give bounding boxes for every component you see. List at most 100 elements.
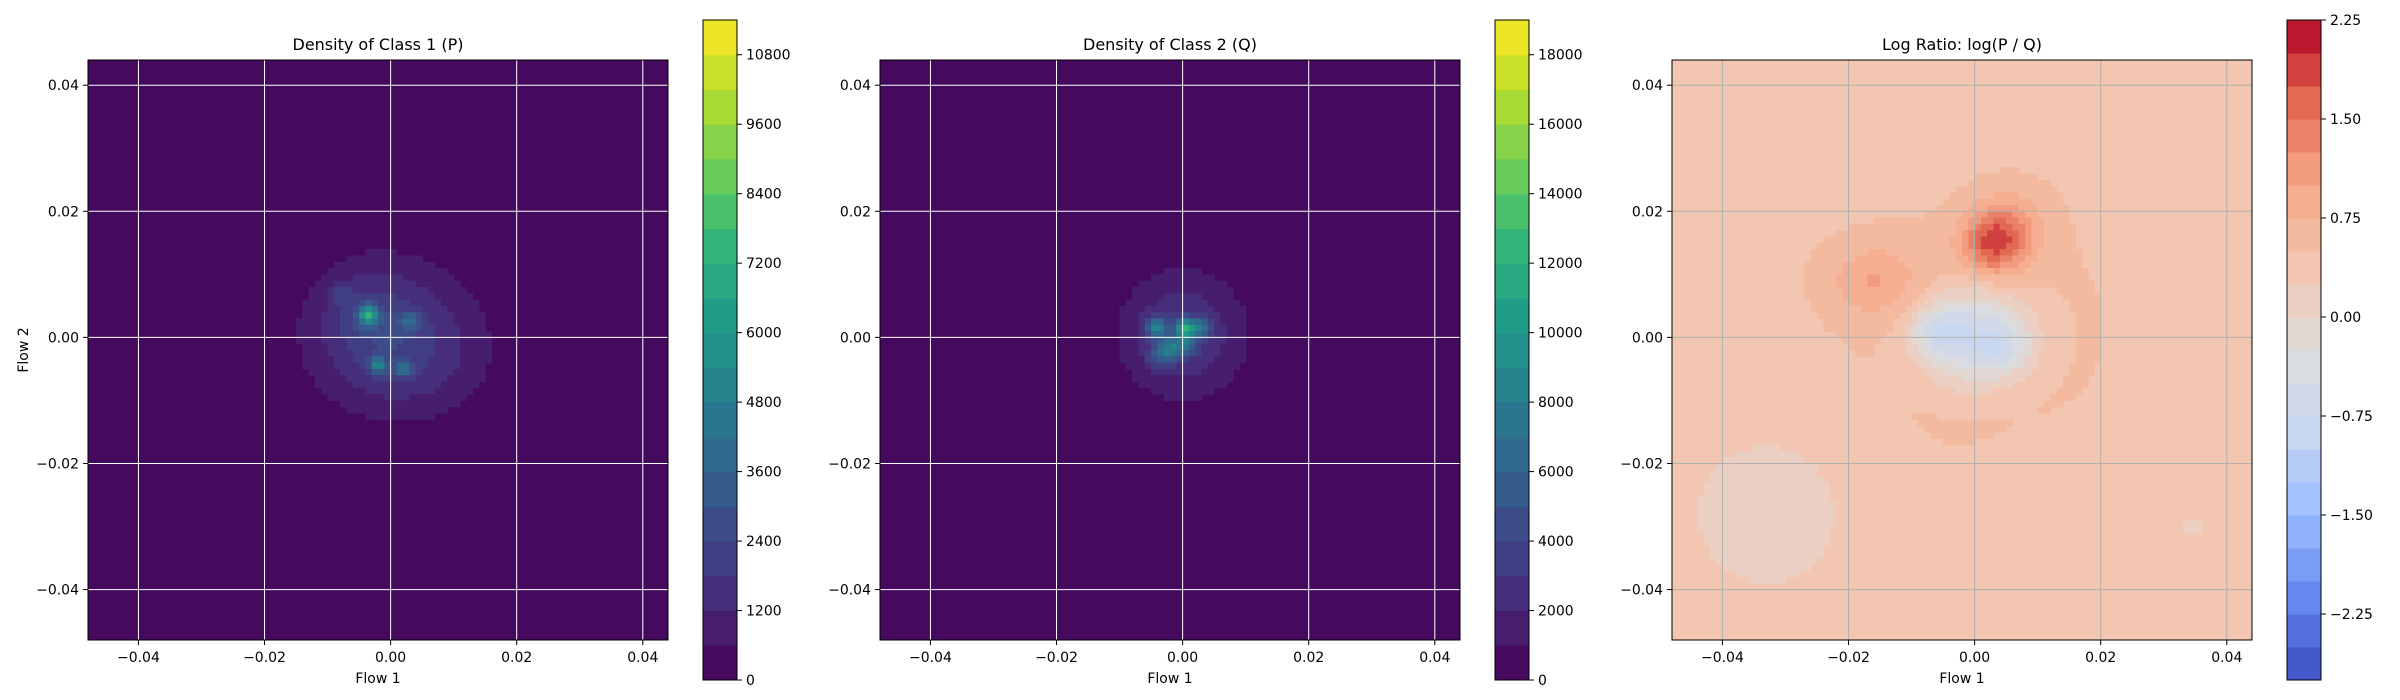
heatmap-cell (1728, 476, 1736, 483)
heatmap-cell (1880, 217, 1887, 225)
heatmap-cell (346, 331, 354, 338)
heatmap-cell (1911, 312, 1919, 320)
heatmap-cell (371, 293, 379, 301)
heatmap-cell (447, 381, 455, 389)
heatmap-cell (1848, 299, 1856, 307)
heatmap-cell (346, 337, 354, 345)
heatmap-cell (1728, 501, 1736, 509)
heatmap-cell (2088, 350, 2095, 357)
heatmap-cell (1880, 324, 1887, 332)
heatmap-cell (1214, 356, 1222, 364)
heatmap-cell (1195, 350, 1203, 357)
heatmap-cell (365, 286, 373, 294)
heatmap-cell (2006, 356, 2014, 364)
heatmap-cell (428, 312, 436, 320)
heatmap-cell (371, 324, 379, 332)
heatmap-cell (1943, 261, 1950, 269)
heatmap-cell (1753, 463, 1761, 471)
heatmap-cell (1214, 337, 1222, 345)
heatmap-cell (428, 318, 436, 326)
heatmap-cell (1968, 198, 1976, 206)
heatmap-cell (390, 394, 398, 402)
heatmap-cell (2018, 192, 2026, 200)
heatmap-cell (434, 305, 442, 313)
heatmap-cell (1722, 501, 1730, 509)
heatmap-cell (1176, 286, 1184, 294)
heatmap-cell (1848, 305, 1856, 313)
heatmap-cell (1170, 331, 1177, 338)
heatmap-cell (1753, 476, 1761, 483)
chart-title: Log Ratio: log(P / Q) (1882, 35, 2042, 54)
heatmap-cell (1157, 350, 1165, 357)
heatmap-cell (1747, 551, 1755, 559)
heatmap-cell (1949, 255, 1957, 263)
heatmap-cell (333, 305, 341, 313)
heatmap-cell (2056, 387, 2064, 395)
heatmap-cell (1968, 192, 1976, 200)
heatmap-cell (1880, 293, 1887, 301)
heatmap-cell (1867, 236, 1875, 244)
heatmap-cell (359, 381, 366, 389)
heatmap-cell (1201, 305, 1209, 313)
heatmap-cell (1993, 318, 2001, 326)
heatmap-cell (1955, 381, 1963, 389)
colorbar-segment (2287, 581, 2321, 615)
heatmap-cell (2012, 350, 2020, 357)
x-tick-label: −0.02 (243, 650, 286, 666)
heatmap-cell (1791, 558, 1799, 565)
heatmap-cell (2037, 261, 2045, 269)
heatmap-cell (1898, 249, 1906, 257)
heatmap-cell (1716, 520, 1724, 528)
heatmap-cell (308, 305, 316, 313)
heatmap-cell (2025, 337, 2032, 345)
heatmap-cell (472, 324, 480, 332)
heatmap-cell (409, 286, 417, 294)
heatmap-cell (1829, 293, 1837, 301)
heatmap-cell (1955, 186, 1963, 193)
colorbar-segment (1495, 54, 1529, 90)
heatmap-cell (1917, 230, 1925, 238)
heatmap-cell (2012, 305, 2020, 313)
heatmap-cell (1182, 299, 1190, 307)
heatmap-cell (1867, 331, 1875, 338)
heatmap-cell (1987, 255, 1995, 263)
heatmap-cell (1848, 242, 1856, 250)
heatmap-cell (321, 318, 329, 326)
heatmap-cell (1835, 268, 1843, 275)
heatmap-cell (472, 343, 480, 351)
heatmap-cell (384, 305, 392, 313)
heatmap-cell (371, 318, 379, 326)
heatmap-cell (2018, 318, 2026, 326)
heatmap-cell (296, 331, 303, 338)
heatmap-cell (346, 324, 354, 332)
heatmap-cell (346, 255, 354, 263)
heatmap-cell (1703, 501, 1711, 509)
heatmap-cell (1968, 425, 1976, 433)
heatmap-cell (1955, 230, 1963, 238)
heatmap-cell (1760, 545, 1768, 553)
heatmap-cell (2006, 362, 2014, 370)
heatmap-cell (1785, 545, 1793, 553)
heatmap-cell (1170, 368, 1177, 376)
heatmap-cell (1138, 293, 1146, 301)
heatmap-cell (1962, 211, 1969, 219)
heatmap-cell (327, 312, 335, 320)
heatmap-cell (1962, 293, 1969, 301)
heatmap-cell (1835, 274, 1843, 282)
heatmap-cell (422, 368, 430, 376)
heatmap-cell (1798, 526, 1805, 534)
heatmap-cell (2012, 318, 2020, 326)
heatmap-cell (346, 387, 354, 395)
heatmap-cell (434, 286, 442, 294)
heatmap-cell (1810, 513, 1818, 521)
heatmap-cell (2081, 286, 2089, 294)
heatmap-cell (346, 305, 354, 313)
heatmap-cell (1709, 539, 1717, 547)
heatmap-cell (1980, 249, 1988, 257)
heatmap-cell (1936, 425, 1944, 433)
heatmap-cell (1987, 205, 1995, 212)
heatmap-cell (1195, 343, 1203, 351)
heatmap-cell (1119, 324, 1127, 332)
heatmap-cell (2018, 350, 2026, 357)
heatmap-cell (1943, 205, 1950, 212)
